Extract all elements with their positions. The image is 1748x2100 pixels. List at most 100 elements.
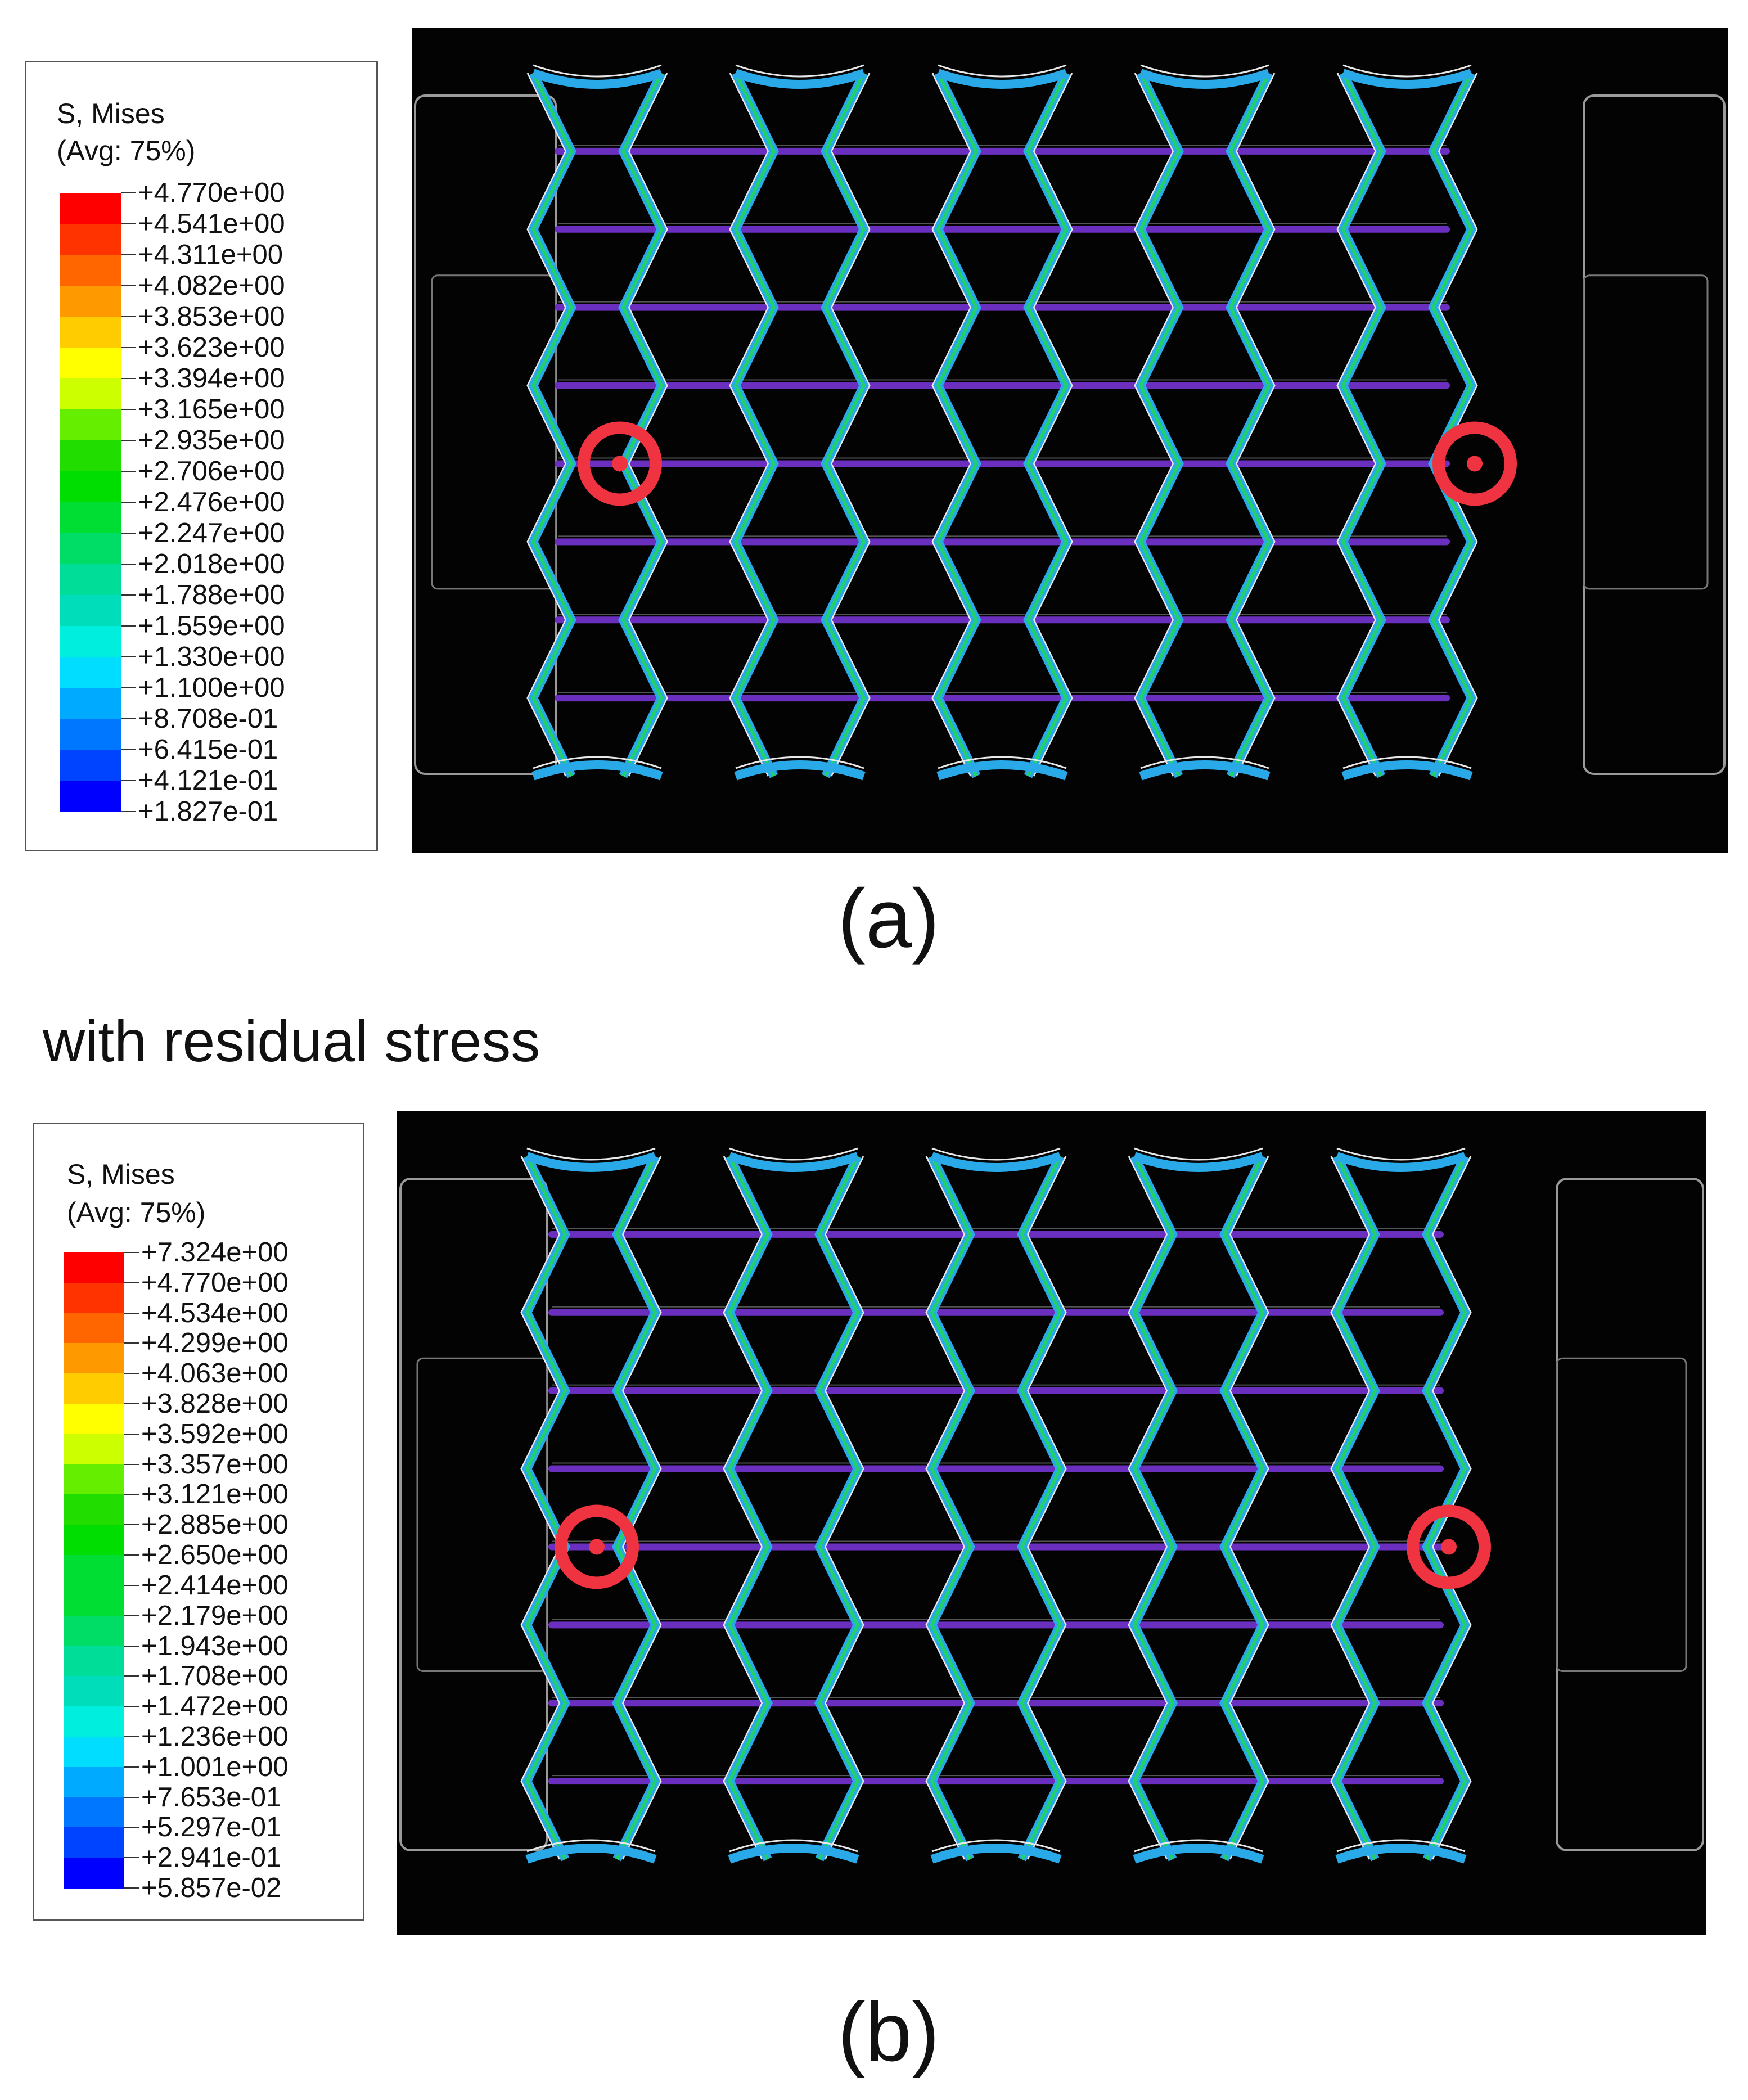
- color-bar-segment: [60, 286, 121, 317]
- legend-tick: [124, 1887, 139, 1889]
- chevron-cap: [936, 69, 1068, 89]
- chevron-cap: [728, 1844, 859, 1864]
- legend-value-label: +2.650e+00: [141, 1540, 289, 1571]
- cap-outline: [938, 756, 1067, 769]
- legend-value-label: +2.414e+00: [141, 1570, 289, 1601]
- undeformed-outline: [1330, 1156, 1371, 1860]
- chevron-cap: [1335, 1152, 1467, 1172]
- color-bar-segment: [64, 1555, 124, 1586]
- legend-value-label: +2.018e+00: [138, 549, 285, 579]
- legend-value-label: +8.708e-01: [138, 704, 278, 734]
- chevron-edge-core: [1431, 72, 1474, 777]
- color-bar-segment: [60, 255, 121, 286]
- legend-value-label: +7.653e-01: [141, 1782, 282, 1813]
- undeformed-outline: [729, 73, 769, 777]
- undeformed-outline: [1235, 73, 1276, 777]
- color-bar-segment: [64, 1797, 124, 1828]
- legend-title: S, Mises: [67, 1159, 175, 1190]
- color-bar-segment: [64, 1585, 124, 1616]
- cap-outline: [1336, 1147, 1466, 1161]
- color-bar-segment: [60, 626, 121, 657]
- chevron-edge-core: [1020, 1155, 1062, 1860]
- legend-tick: [121, 440, 136, 441]
- legend-tick: [121, 780, 136, 781]
- legend-panel-a: S, Mises (Avg: 75%) +4.770e+00 +4.541e+00…: [25, 61, 378, 851]
- legend-tick: [124, 1554, 139, 1556]
- chevron-cap: [1341, 69, 1473, 89]
- chevron-cap: [930, 1844, 1062, 1864]
- chevron-edge-core: [1026, 72, 1069, 777]
- legend-value-label: +7.324e+00: [141, 1237, 289, 1268]
- cap-outline: [938, 64, 1067, 78]
- cap-outline: [729, 1147, 858, 1161]
- legend-value-label: +4.770e+00: [141, 1267, 289, 1298]
- legend-value-label: +5.857e-02: [141, 1873, 282, 1903]
- legend-tick: [124, 1463, 139, 1465]
- color-bar-segment: [60, 317, 121, 348]
- legend-tick: [124, 1342, 139, 1344]
- legend-value-label: +1.330e+00: [138, 642, 285, 672]
- chevron-edge-core: [733, 72, 776, 777]
- legend-tick: [121, 687, 136, 688]
- undeformed-outline: [1229, 1156, 1269, 1860]
- chevron-edge-core: [615, 1155, 657, 1860]
- legend-tick: [124, 1403, 139, 1405]
- legend-tick: [124, 1584, 139, 1586]
- color-bar-segment: [64, 1827, 124, 1859]
- target-dot: [1441, 1539, 1457, 1555]
- cap-outline: [533, 64, 662, 78]
- legend-value-label: +3.623e+00: [138, 332, 285, 363]
- chevron-edge-core: [727, 1155, 770, 1860]
- undeformed-outline: [1134, 73, 1174, 777]
- legend-tick: [121, 316, 136, 317]
- undeformed-outline: [1336, 73, 1377, 777]
- legend-value-label: +3.853e+00: [138, 301, 285, 332]
- cap-outline: [1134, 1147, 1263, 1161]
- simulation-overlay-panel-a: [412, 28, 1728, 853]
- undeformed-outline: [931, 73, 972, 777]
- color-bar-segment: [60, 224, 121, 255]
- color-bar-segment: [64, 1858, 124, 1889]
- undeformed-outline: [1128, 1156, 1168, 1860]
- legend-tick: [124, 1282, 139, 1283]
- color-bar-segment: [60, 688, 121, 719]
- cap-outline: [526, 1147, 656, 1161]
- legend-value-label: +1.236e+00: [141, 1721, 289, 1752]
- chevron-cap: [734, 760, 866, 781]
- legend-value-label: +4.770e+00: [138, 178, 285, 208]
- undeformed-outline: [526, 73, 567, 777]
- color-bar-segment: [60, 348, 121, 379]
- right-grip-inset: [1583, 274, 1709, 590]
- legend-value-label: +1.001e+00: [141, 1751, 289, 1782]
- legend-value-label: +2.706e+00: [138, 456, 285, 486]
- color-bar-segment: [64, 1706, 124, 1737]
- undeformed-outline: [1033, 73, 1073, 777]
- chevron-cap: [1335, 1844, 1467, 1864]
- legend-tick: [121, 625, 136, 627]
- legend-tick: [124, 1312, 139, 1314]
- legend-value-label: +1.559e+00: [138, 611, 285, 641]
- section-heading: with residual stress: [43, 1009, 540, 1074]
- caption-a: (a): [837, 872, 940, 965]
- chevron-edge-core: [1335, 1155, 1377, 1860]
- legend-value-label: +4.121e-01: [138, 765, 278, 796]
- color-bar-segment: [60, 471, 121, 503]
- cap-outline: [735, 64, 864, 78]
- color-bar-segment: [60, 533, 121, 565]
- undeformed-outline: [723, 1156, 763, 1860]
- color-bar-segment: [64, 1404, 124, 1435]
- undeformed-outline: [621, 1156, 662, 1860]
- legend-value-label: +3.828e+00: [141, 1389, 289, 1419]
- undeformed-outline: [925, 1156, 966, 1860]
- undeformed-outline: [520, 1156, 561, 1860]
- cap-outline: [1140, 64, 1269, 78]
- right-target-marker: [1432, 421, 1517, 506]
- cap-outline: [533, 756, 662, 769]
- simulation-overlay-panel-b: [397, 1111, 1706, 1935]
- cap-outline: [1134, 1839, 1263, 1853]
- color-bar-segment: [64, 1736, 124, 1768]
- legend-value-label: +2.885e+00: [141, 1509, 289, 1540]
- legend-value-label: +1.943e+00: [141, 1630, 289, 1661]
- chevron-edge-core: [936, 72, 979, 777]
- color-bar-segment: [60, 719, 121, 750]
